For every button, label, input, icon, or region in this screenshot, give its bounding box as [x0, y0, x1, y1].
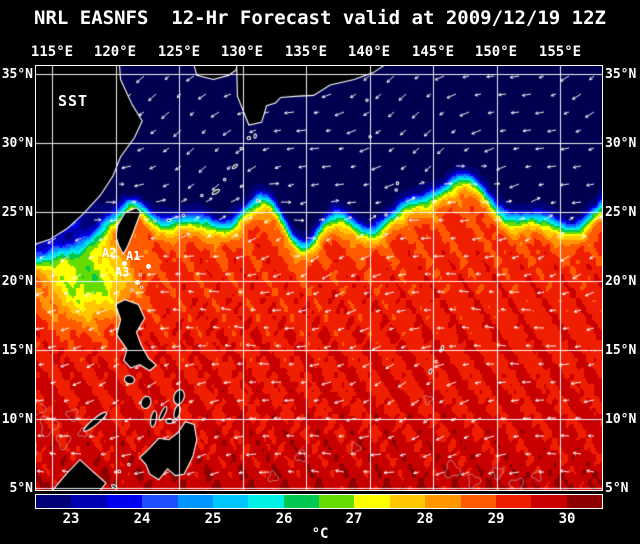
colorbar-segment [460, 495, 496, 508]
lat-axis-label: 25°N [1, 205, 33, 220]
lon-axis-label: 155°E [538, 44, 582, 60]
colorbar-segment [212, 495, 249, 508]
lat-axis-label: 35°N [1, 67, 33, 82]
colorbar-segment [425, 495, 461, 508]
colorbar-segment [566, 495, 602, 508]
lon-axis-label: 130°E [220, 44, 264, 60]
lat-axis-label: 10°N [605, 412, 637, 427]
lon-axis-label: 150°E [474, 44, 518, 60]
colorbar-segment [177, 495, 213, 508]
field-label: SST [58, 92, 89, 110]
station-label: A3 [115, 265, 130, 279]
colorbar-segment [142, 495, 178, 508]
station-label: A1 [126, 249, 141, 263]
colorbar-tick-label: 30 [558, 511, 576, 527]
lat-axis-label: 35°N [605, 67, 637, 82]
map-frame [35, 65, 603, 491]
lat-axis-label: 5°N [9, 481, 33, 496]
lat-axis-label: 15°N [605, 343, 637, 358]
colorbar-segment [71, 495, 107, 508]
colorbar-segment [283, 495, 319, 508]
colorbar-tick-label: 25 [204, 511, 222, 527]
colorbar-segment [354, 495, 390, 508]
lon-axis-label: 140°E [347, 44, 391, 60]
lon-axis-label: 135°E [284, 44, 328, 60]
station-dot-icon [122, 261, 127, 266]
plot-title: NRL EASNFS 12-Hr Forecast valid at 2009/… [34, 7, 606, 29]
colorbar-segment [36, 495, 72, 508]
colorbar-tick-label: 26 [275, 511, 293, 527]
lat-axis-label: 30°N [1, 136, 33, 151]
colorbar-tick-label: 23 [62, 511, 80, 527]
lat-axis-label: 15°N [1, 343, 33, 358]
lat-axis-label: 25°N [605, 205, 637, 220]
colorbar-segment [495, 495, 532, 508]
colorbar-segment [531, 495, 567, 508]
colorbar [35, 494, 603, 509]
lon-axis-label: 145°E [411, 44, 455, 60]
colorbar-tick-label: 27 [345, 511, 363, 527]
lat-axis-label: 20°N [605, 274, 637, 289]
station-dot-icon [135, 280, 140, 285]
colorbar-segment [389, 495, 426, 508]
lat-axis-label: 30°N [605, 136, 637, 151]
lat-axis-label: 10°N [1, 412, 33, 427]
colorbar-tick-label: 28 [416, 511, 434, 527]
lat-axis-label: 5°N [605, 481, 629, 496]
colorbar-segment [248, 495, 284, 508]
map-canvas [36, 66, 602, 490]
lon-axis-label: 120°E [93, 44, 137, 60]
colorbar-tick-label: 29 [487, 511, 505, 527]
lon-axis-label: 115°E [30, 44, 74, 60]
station-label: A2 [102, 246, 117, 260]
lat-axis-label: 20°N [1, 274, 33, 289]
colorbar-unit-label: °C [311, 526, 329, 542]
station-dot-icon [146, 264, 151, 269]
colorbar-segment [319, 495, 355, 508]
lon-axis-label: 125°E [157, 44, 201, 60]
colorbar-tick-label: 24 [133, 511, 151, 527]
colorbar-segment [106, 495, 143, 508]
